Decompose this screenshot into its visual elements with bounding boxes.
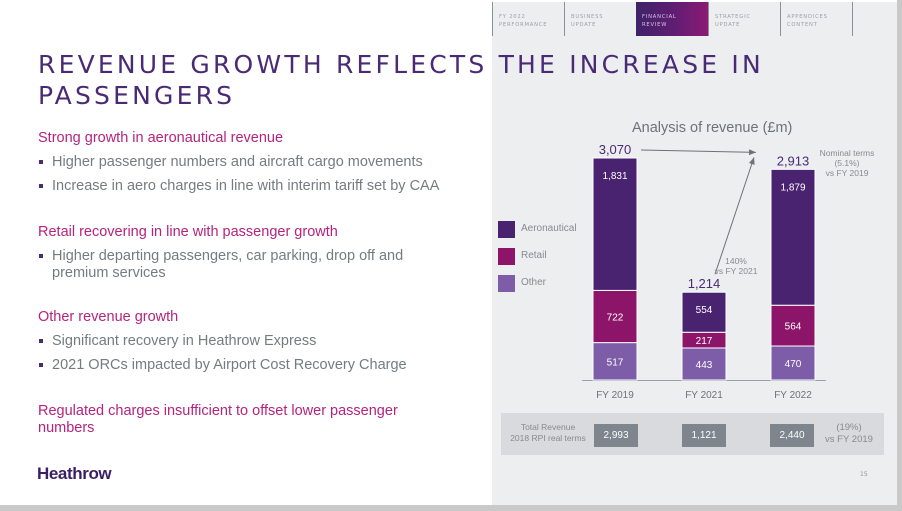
category-label: FY 2021 <box>685 390 723 401</box>
bullet-item: 2021 ORCs impacted by Airport Cost Recov… <box>38 357 458 374</box>
legend-swatch <box>498 248 515 265</box>
summary-value-fy2022: 2,440 <box>770 424 814 447</box>
bar-aeronautical-fy-2022 <box>770 168 816 306</box>
bar-value-label: 564 <box>785 322 802 333</box>
section-nav: FY 2022 PERFORMANCE BUSINESS UPDATE FINA… <box>492 2 884 36</box>
bullet-text: Increase in aero charges in line with in… <box>52 178 440 194</box>
bullet-square-icon <box>39 184 43 188</box>
bar-other-fy-2021 <box>681 347 727 381</box>
page-shadow-right <box>897 0 902 511</box>
real-terms-summary: Total Revenue 2018 RPI real terms 2,993 … <box>501 413 884 455</box>
bar-value-label: 1,879 <box>780 182 805 193</box>
bullet-square-icon <box>39 160 43 164</box>
bullet-item: Higher passenger numbers and aircraft ca… <box>38 154 458 171</box>
section-other: Other revenue growth Significant recover… <box>38 309 458 374</box>
category-label: FY 2019 <box>596 390 634 401</box>
bar-value-label: 217 <box>696 336 713 347</box>
nav-item-financial-review[interactable]: FINANCIAL REVIEW <box>636 2 708 36</box>
bar-aeronautical-fy-2019 <box>592 157 638 291</box>
bar-value-label: 722 <box>607 313 624 324</box>
nav-item-performance[interactable]: FY 2022 PERFORMANCE <box>492 2 564 36</box>
bar-retail-fy-2022 <box>770 304 816 347</box>
bar-retail-fy-2019 <box>592 289 638 344</box>
bullet-text: Significant recovery in Heathrow Express <box>52 333 317 349</box>
growth-annotation: 140% vs FY 2021 <box>714 256 758 276</box>
bar-value-label: 554 <box>696 305 713 316</box>
section-heading: Retail recovering in line with passenger… <box>38 224 338 240</box>
page-shadow-bottom <box>0 505 902 511</box>
bar-total-label: 2,913 <box>777 153 810 168</box>
category-label: FY 2022 <box>774 390 812 401</box>
section-heading: Other revenue growth <box>38 309 179 325</box>
summary-value-fy2021: 1,121 <box>682 424 726 447</box>
legend-label: Aeronautical <box>521 223 577 234</box>
bullet-item: Increase in aero charges in line with in… <box>38 178 458 195</box>
legend-label: Other <box>521 277 547 288</box>
bar-value-label: 443 <box>696 360 713 371</box>
section-retail: Retail recovering in line with passenger… <box>38 224 458 282</box>
bullet-content: Strong growth in aeronautical revenue Hi… <box>38 130 458 466</box>
section-aeronautical: Strong growth in aeronautical revenue Hi… <box>38 130 458 195</box>
bullet-item: Higher departing passengers, car parking… <box>38 248 412 282</box>
bar-aeronautical-fy-2021 <box>681 291 727 333</box>
nav-item-strategic-update[interactable]: STRATEGIC UPDATE <box>708 2 780 36</box>
bar-value-label: 1,831 <box>602 171 627 182</box>
nav-item-appendices[interactable]: APPENDICES CONTENT <box>780 2 852 36</box>
legend-swatch <box>498 221 515 238</box>
bullet-text: 2021 ORCs impacted by Airport Cost Recov… <box>52 357 407 373</box>
section-heading: Regulated charges insufficient to offset… <box>38 403 398 436</box>
nav-divider <box>852 2 853 36</box>
bullet-item: Significant recovery in Heathrow Express <box>38 333 458 350</box>
bar-total-label: 1,214 <box>688 276 721 291</box>
section-heading: Strong growth in aeronautical revenue <box>38 130 284 146</box>
bullet-square-icon <box>39 363 43 367</box>
comparison-arrow-fy2019 <box>640 149 757 156</box>
nominal-annotation: Nominal terms (5.1%) vs FY 2019 <box>819 148 875 178</box>
summary-value-fy2019: 2,993 <box>594 424 638 447</box>
bar-other-fy-2022 <box>770 345 816 381</box>
summary-label: Total Revenue 2018 RPI real terms <box>510 422 586 443</box>
bullet-text: Higher passenger numbers and aircraft ca… <box>52 154 423 170</box>
bar-total-label: 3,070 <box>599 142 632 157</box>
bar-value-label: 517 <box>607 357 624 368</box>
comparison-arrow-fy2021 <box>714 157 755 275</box>
bar-value-label: 470 <box>785 359 802 370</box>
bullet-square-icon <box>39 254 43 258</box>
heathrow-logo: Heathrow <box>37 464 112 483</box>
page-title: REVENUE GROWTH REFLECTS THE INCREASE IN … <box>38 50 764 110</box>
summary-note: (19%) vs FY 2019 <box>825 422 873 445</box>
top-line <box>0 0 897 2</box>
revenue-chart: 517 722 1,831 3,070 FY 2019 443 217 554 1,214 FY … <box>582 142 826 401</box>
bullet-text: Higher departing passengers, car parking… <box>52 248 404 281</box>
legend-swatch <box>498 275 515 292</box>
nav-item-business-update[interactable]: BUSINESS UPDATE <box>564 2 636 36</box>
page-number: 15 <box>860 471 868 478</box>
chart-title: Analysis of revenue (£m) <box>632 120 793 136</box>
bullet-square-icon <box>39 339 43 343</box>
section-regulated: Regulated charges insufficient to offset… <box>38 403 408 437</box>
legend-label: Retail <box>521 250 547 261</box>
